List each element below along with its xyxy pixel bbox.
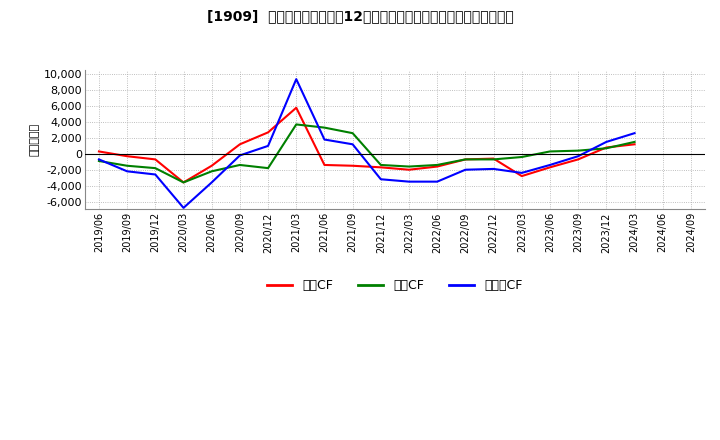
投資CF xyxy=(546,149,554,154)
投資CF xyxy=(320,125,329,130)
営業CF xyxy=(179,180,188,185)
営業CF xyxy=(264,130,272,135)
営業CF xyxy=(433,164,441,169)
営業CF xyxy=(630,142,639,147)
営業CF xyxy=(123,154,132,159)
フリーCF xyxy=(518,170,526,176)
営業CF xyxy=(348,163,357,169)
フリーCF xyxy=(292,77,300,82)
営業CF xyxy=(94,149,103,154)
営業CF xyxy=(207,163,216,169)
Line: 営業CF: 営業CF xyxy=(99,108,634,183)
営業CF xyxy=(151,157,160,162)
投資CF xyxy=(207,169,216,174)
フリーCF xyxy=(546,162,554,168)
営業CF xyxy=(546,165,554,170)
投資CF xyxy=(433,162,441,168)
投資CF xyxy=(518,154,526,160)
投資CF xyxy=(461,157,469,162)
営業CF xyxy=(235,142,244,147)
営業CF xyxy=(461,157,469,162)
フリーCF xyxy=(207,180,216,185)
営業CF xyxy=(602,145,611,150)
フリーCF xyxy=(151,172,160,177)
フリーCF xyxy=(574,154,582,159)
営業CF xyxy=(574,157,582,162)
投資CF xyxy=(405,164,413,169)
フリーCF xyxy=(433,179,441,184)
投資CF xyxy=(264,165,272,171)
投資CF xyxy=(123,163,132,169)
投資CF xyxy=(630,139,639,145)
投資CF xyxy=(179,180,188,185)
フリーCF xyxy=(405,179,413,184)
Text: [1909]  キャッシュフローの12か月移動合計の対前年同期増減額の推移: [1909] キャッシュフローの12か月移動合計の対前年同期増減額の推移 xyxy=(207,9,513,23)
Y-axis label: （百万円）: （百万円） xyxy=(30,123,40,157)
営業CF xyxy=(518,173,526,179)
フリーCF xyxy=(490,166,498,172)
投資CF xyxy=(348,131,357,136)
フリーCF xyxy=(320,137,329,142)
営業CF xyxy=(292,105,300,110)
フリーCF xyxy=(179,205,188,210)
投資CF xyxy=(602,146,611,151)
投資CF xyxy=(292,122,300,127)
フリーCF xyxy=(94,157,103,162)
営業CF xyxy=(490,156,498,161)
投資CF xyxy=(377,162,385,168)
フリーCF xyxy=(264,143,272,149)
フリーCF xyxy=(630,131,639,136)
Line: 投資CF: 投資CF xyxy=(99,125,634,183)
投資CF xyxy=(490,157,498,162)
投資CF xyxy=(574,148,582,153)
投資CF xyxy=(94,158,103,164)
投資CF xyxy=(235,162,244,168)
フリーCF xyxy=(377,176,385,182)
Line: フリーCF: フリーCF xyxy=(99,79,634,208)
フリーCF xyxy=(235,153,244,158)
投資CF xyxy=(151,165,160,171)
Legend: 営業CF, 投資CF, フリーCF: 営業CF, 投資CF, フリーCF xyxy=(262,274,528,297)
フリーCF xyxy=(348,142,357,147)
フリーCF xyxy=(602,139,611,145)
フリーCF xyxy=(123,169,132,174)
フリーCF xyxy=(461,167,469,172)
営業CF xyxy=(320,162,329,168)
営業CF xyxy=(405,167,413,172)
営業CF xyxy=(377,165,385,170)
